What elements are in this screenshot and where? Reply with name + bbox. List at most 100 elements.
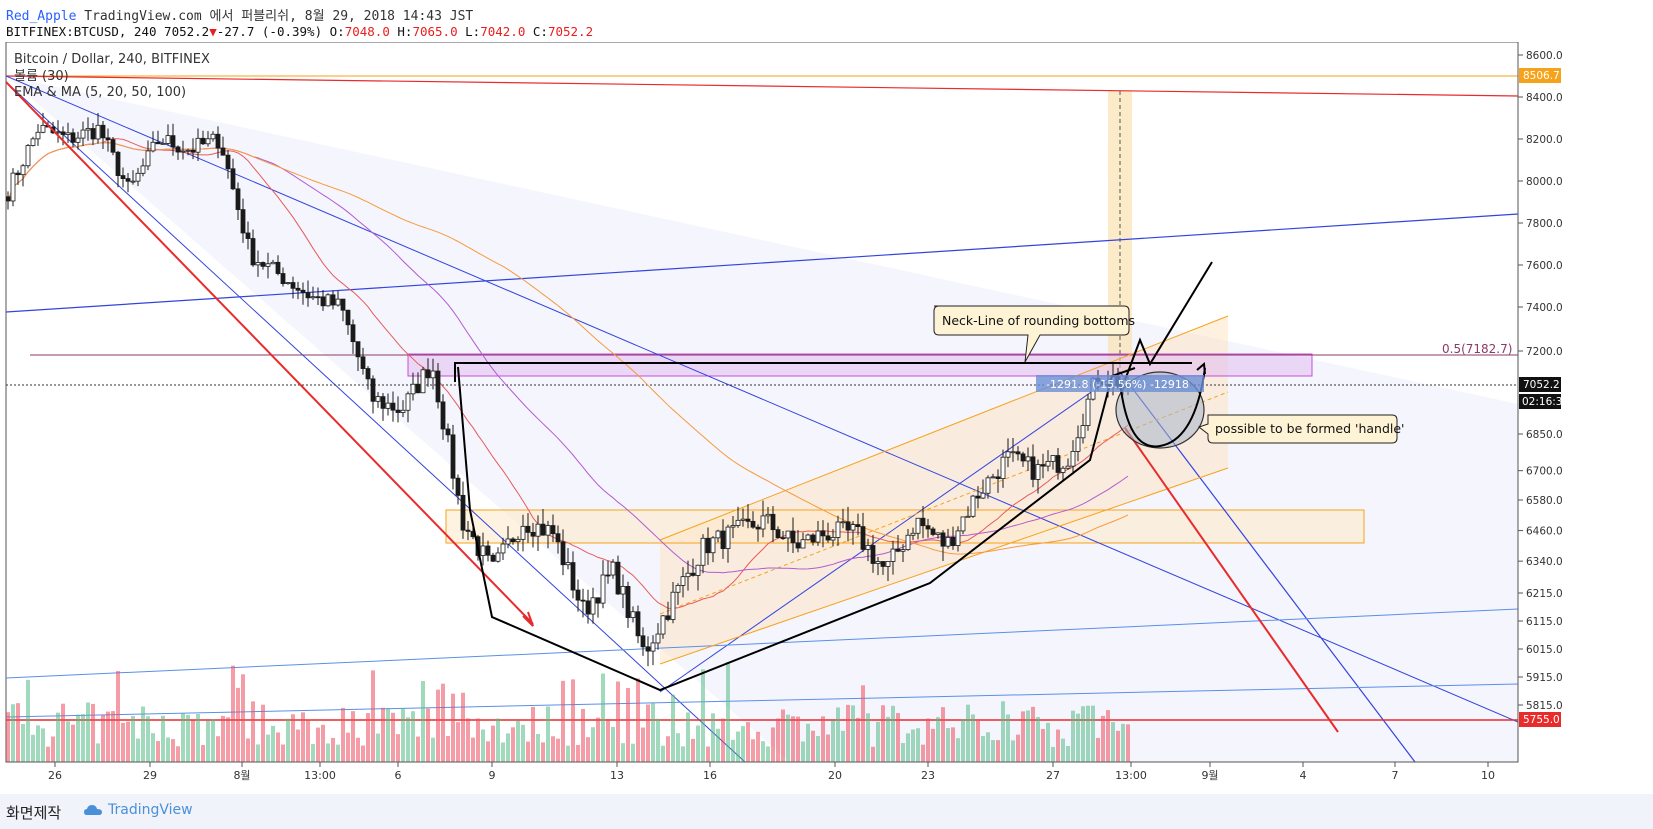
time-tick-label: 10 (1481, 769, 1495, 782)
candle-body (190, 149, 196, 153)
candle-body (655, 633, 661, 644)
volume-bar (1066, 745, 1070, 762)
volume-bar (901, 743, 905, 762)
chart-area[interactable]: -1291.8 (-15.56%) -12918 Neck-Line of ro… (0, 41, 1653, 794)
volume-bar (121, 722, 125, 762)
candle-body (980, 492, 986, 499)
time-tick-label: 29 (143, 769, 157, 782)
channel-bottom (659, 467, 1229, 665)
volume-bar (1111, 722, 1115, 762)
breakout-projection (1124, 261, 1213, 381)
candle-body (485, 545, 491, 556)
candle-body (570, 562, 576, 591)
volume-bar (51, 736, 55, 762)
volume-bar (876, 721, 880, 762)
volume-bar (321, 724, 325, 762)
author-link[interactable]: Red_Apple (6, 9, 77, 24)
volume-bar (61, 703, 65, 762)
candle-body (85, 128, 91, 131)
candle-body (390, 402, 396, 411)
volume-bar (251, 701, 255, 762)
volume-bar (226, 717, 230, 762)
volume-bar (316, 727, 320, 762)
candle-body (695, 564, 701, 576)
tradingview-logo[interactable]: TradingView (84, 802, 193, 818)
price-change: -27.7 (-0.39%) (216, 24, 323, 39)
candle-body (905, 534, 911, 551)
candle-body (855, 524, 861, 528)
candle-body (770, 513, 776, 531)
candle-body (300, 289, 306, 293)
price-tick-label: 8400.0 (1526, 92, 1563, 104)
candle-body (435, 370, 441, 403)
candle-body (1045, 460, 1051, 467)
volume-bar (961, 718, 965, 762)
volume-bar (81, 714, 85, 762)
volume-bar (561, 680, 565, 762)
candle-body (115, 151, 121, 176)
candle-body (915, 517, 921, 534)
volume-bar (586, 737, 590, 762)
candle-body (260, 262, 266, 267)
candle-body (785, 530, 791, 539)
candle-body (380, 396, 386, 409)
volume-bar (891, 705, 895, 762)
candle-body (280, 273, 286, 285)
volume-bar (941, 707, 945, 762)
volume-bar (766, 746, 770, 762)
candle-body (10, 172, 16, 202)
last-price-text: 7052.2 (1523, 379, 1560, 391)
handle-arrow-icon (1196, 361, 1206, 375)
volume-bar (656, 718, 660, 762)
candle-body (305, 292, 311, 299)
volume-bar (396, 734, 400, 762)
volume-bar (36, 725, 40, 762)
candle-body (365, 368, 371, 380)
candle-body (100, 124, 106, 139)
volume-bar (761, 741, 765, 762)
volume-bar (86, 702, 90, 762)
time-tick-label: 4 (1300, 769, 1307, 782)
candle-body (200, 137, 206, 145)
volume-bar (421, 681, 425, 762)
price-chart[interactable]: -1291.8 (-15.56%) -12918 Neck-Line of ro… (0, 41, 1653, 794)
volume-bar (946, 728, 950, 762)
candle-body (80, 129, 86, 139)
candle-body (605, 574, 611, 577)
price-axis: 8600.0 8400.0 8200.0 8000.0 7800.0 7600.0 7400… (1517, 42, 1563, 762)
price-tick-label: 6580.0 (1526, 495, 1563, 507)
candle-body (870, 545, 876, 564)
volume-bar (851, 705, 855, 762)
volume-bar (256, 744, 260, 762)
volume-bar (1101, 715, 1105, 762)
volume-bar (141, 706, 145, 762)
volume-bar (621, 743, 625, 762)
volume-bar (331, 737, 335, 762)
red-down-arrow-line (6, 81, 534, 625)
candle-body (625, 585, 631, 618)
volume-bar (591, 727, 595, 762)
volume-bar (306, 719, 310, 762)
volume-bar (391, 712, 395, 762)
candle-body (255, 262, 261, 266)
volume-bar (826, 734, 830, 762)
candle-body (165, 135, 171, 144)
low-value: 7042.0 (480, 24, 526, 39)
symbol-label: BITFINEX:BTCUSD, 240 (6, 24, 157, 39)
candle-body (1005, 451, 1011, 458)
volume-bar (231, 665, 235, 762)
candle-body (370, 378, 376, 402)
candle-body (945, 536, 951, 547)
volume-bar (451, 693, 455, 762)
volume-bar (181, 713, 185, 762)
candle-body (170, 135, 176, 148)
candle-body (1015, 451, 1021, 455)
candle-body (795, 542, 801, 549)
volume-bar (381, 707, 385, 762)
candle-body (265, 263, 271, 267)
volume-bar (801, 741, 805, 762)
volume-bar (221, 715, 225, 762)
volume-bar (686, 712, 690, 762)
candle-body (70, 132, 76, 143)
volume-bar (236, 687, 240, 762)
